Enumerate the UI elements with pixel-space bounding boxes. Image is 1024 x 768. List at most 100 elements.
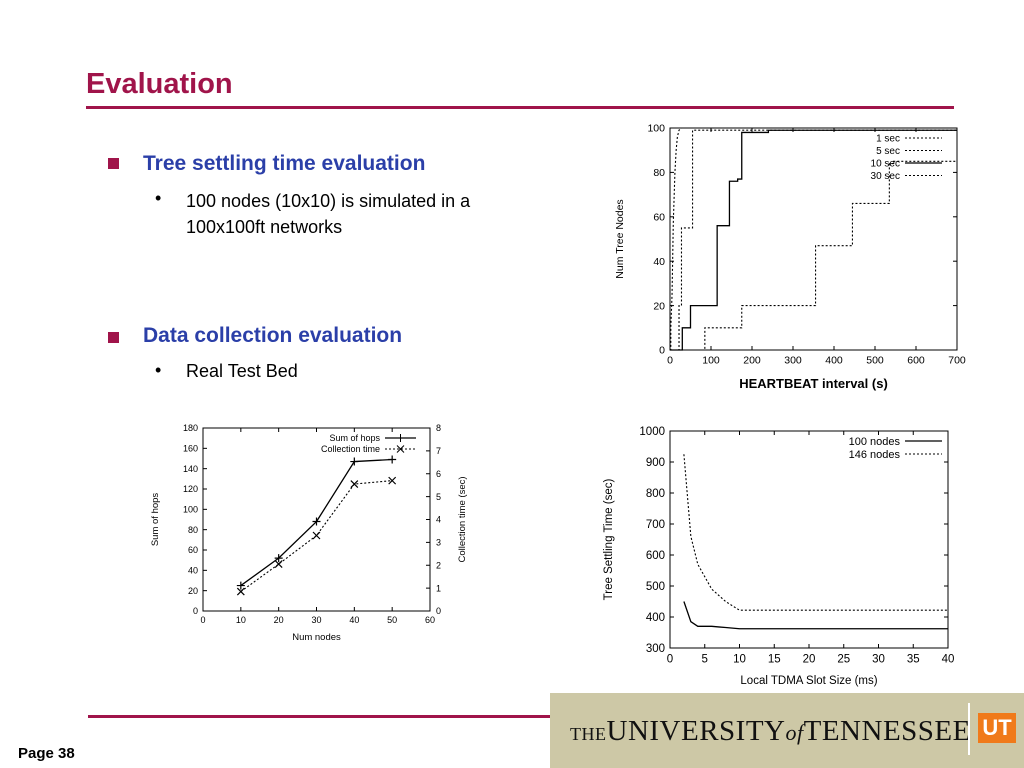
legend-label: Collection time [321,444,380,454]
data-point-marker [312,531,321,540]
data-point-marker [388,476,397,485]
legend-label: 10 sec [871,159,900,170]
x-tick-label: 35 [907,654,920,666]
y-tick-label: 20 [188,586,198,596]
y-axis-label: Sum of hops [150,493,161,547]
data-point-marker [274,554,283,563]
logo-divider [968,703,970,755]
data-point-marker [236,587,245,596]
x-tick-label: 15 [768,654,781,666]
x-tick-label: 600 [907,355,925,367]
bullet-square-icon [108,332,119,343]
y-tick-label: 300 [646,643,665,655]
y-tick-label: 80 [188,525,198,535]
y-tick-label: 900 [646,457,665,469]
x-tick-label: 200 [743,355,761,367]
data-point-marker [236,581,245,590]
y-tick-label: 0 [193,606,198,616]
university-logo-wordmark: THEUNIVERSITYofTENNESSEE [570,715,971,747]
data-point-marker [312,517,321,526]
data-point-marker [350,480,359,488]
y2-tick-label: 6 [436,469,441,479]
x-tick-label: 30 [311,615,321,625]
x-tick-label: 5 [702,654,708,666]
y2-tick-label: 3 [436,538,441,548]
y2-tick-label: 5 [436,492,441,502]
slide-title: Evaluation [86,68,233,100]
y-tick-label: 20 [653,300,665,312]
y-tick-label: 0 [659,345,665,357]
series-line-100-nodes [683,601,948,630]
bullet-text-nodes-line2: 100x100ft networks [186,217,343,237]
y-tick-label: 800 [646,488,665,500]
y-tick-label: 180 [183,423,198,433]
bullet-square-icon [108,158,119,169]
y-tick-label: 140 [183,464,198,474]
y-tick-label: 40 [653,256,665,268]
x-tick-label: 700 [948,355,966,367]
y-axis-label: Tree Settling Time (sec) [603,479,615,601]
x-tick-label: 50 [387,615,397,625]
data-point-marker [274,560,283,569]
y-tick-label: 160 [183,443,198,453]
series-line-30-sec [670,160,957,351]
y2-tick-label: 1 [436,583,441,593]
bullet-dot-icon: • [155,188,162,208]
series-line-146-nodes [683,454,948,611]
bullet-dot-icon: • [155,360,162,380]
heartbeat-chart-svg: 0 100 200 300 400 500 600 700 0 20 40 60 80 100 HEARTB… [614,123,966,391]
title-underline [86,106,954,109]
y2-tick-label: 2 [436,560,441,570]
x-tick-label: 40 [942,654,955,666]
y2-tick-label: 0 [436,606,441,616]
data-point-marker [388,455,397,464]
x-tick-label: 10 [236,615,246,625]
legend-label: 1 sec [876,134,900,145]
legend-marker [396,445,405,453]
x-tick-label: 10 [733,654,746,666]
tdma-chart: 0 5 10 15 20 25 30 35 40 300 400 500 600 700 800 900 100… [590,418,970,698]
bullet-heading-tree-settling: Tree settling time evaluation [143,152,426,175]
tdma-chart-svg: 0 5 10 15 20 25 30 35 40 300 400 500 600 700 800 900 100… [603,426,955,687]
page-number: Page 38 [18,745,75,762]
collection-chart: 0 10 20 30 40 50 60 0 20 40 60 80 100 120 140 160 180 0 1 2… [140,418,480,655]
x-tick-label: 20 [274,615,284,625]
y-tick-label: 60 [653,211,665,223]
x-tick-label: 0 [667,654,673,666]
y-tick-label: 120 [183,484,198,494]
collection-chart-svg: 0 10 20 30 40 50 60020406080100120140160180012… [150,423,468,643]
data-point-marker [350,457,359,466]
x-tick-label: 500 [866,355,884,367]
x-tick-label: 100 [702,355,720,367]
x-tick-label: 40 [349,615,359,625]
x-tick-label: 60 [425,615,435,625]
ut-logo-icon: UT [978,713,1016,743]
y-tick-label: 500 [646,581,665,593]
legend-marker [396,434,405,442]
legend-label: 100 nodes [849,436,901,448]
y2-tick-label: 8 [436,423,441,433]
series-line-10-sec [670,129,957,351]
y2-axis-label: Collection time (sec) [457,476,468,562]
y-tick-label: 80 [653,167,665,179]
bullet-text-nodes-line1: 100 nodes (10x10) is simulated in a [186,191,471,211]
y-tick-label: 600 [646,550,665,562]
x-axis-label: HEARTBEAT interval (s) [739,376,888,391]
x-tick-label: 0 [667,355,673,367]
x-axis-label: Num nodes [292,632,341,643]
legend-label: 5 sec [876,146,900,157]
footer-rule [88,715,568,718]
y-tick-label: 700 [646,519,665,531]
y-tick-label: 1000 [639,426,665,438]
bullet-text-testbed: Real Test Bed [186,361,298,381]
series-line-5-sec [670,129,957,351]
y-tick-label: 400 [646,612,665,624]
y2-tick-label: 7 [436,446,441,456]
x-tick-label: 25 [837,654,850,666]
y-tick-label: 100 [183,504,198,514]
x-tick-label: 20 [803,654,816,666]
y-tick-label: 40 [188,565,198,575]
bullet-heading-data-collection: Data collection evaluation [143,324,403,347]
heartbeat-chart: 0 100 200 300 400 500 600 700 0 20 40 60 80 100 HEARTB… [600,115,970,400]
y-tick-label: 100 [647,123,665,135]
